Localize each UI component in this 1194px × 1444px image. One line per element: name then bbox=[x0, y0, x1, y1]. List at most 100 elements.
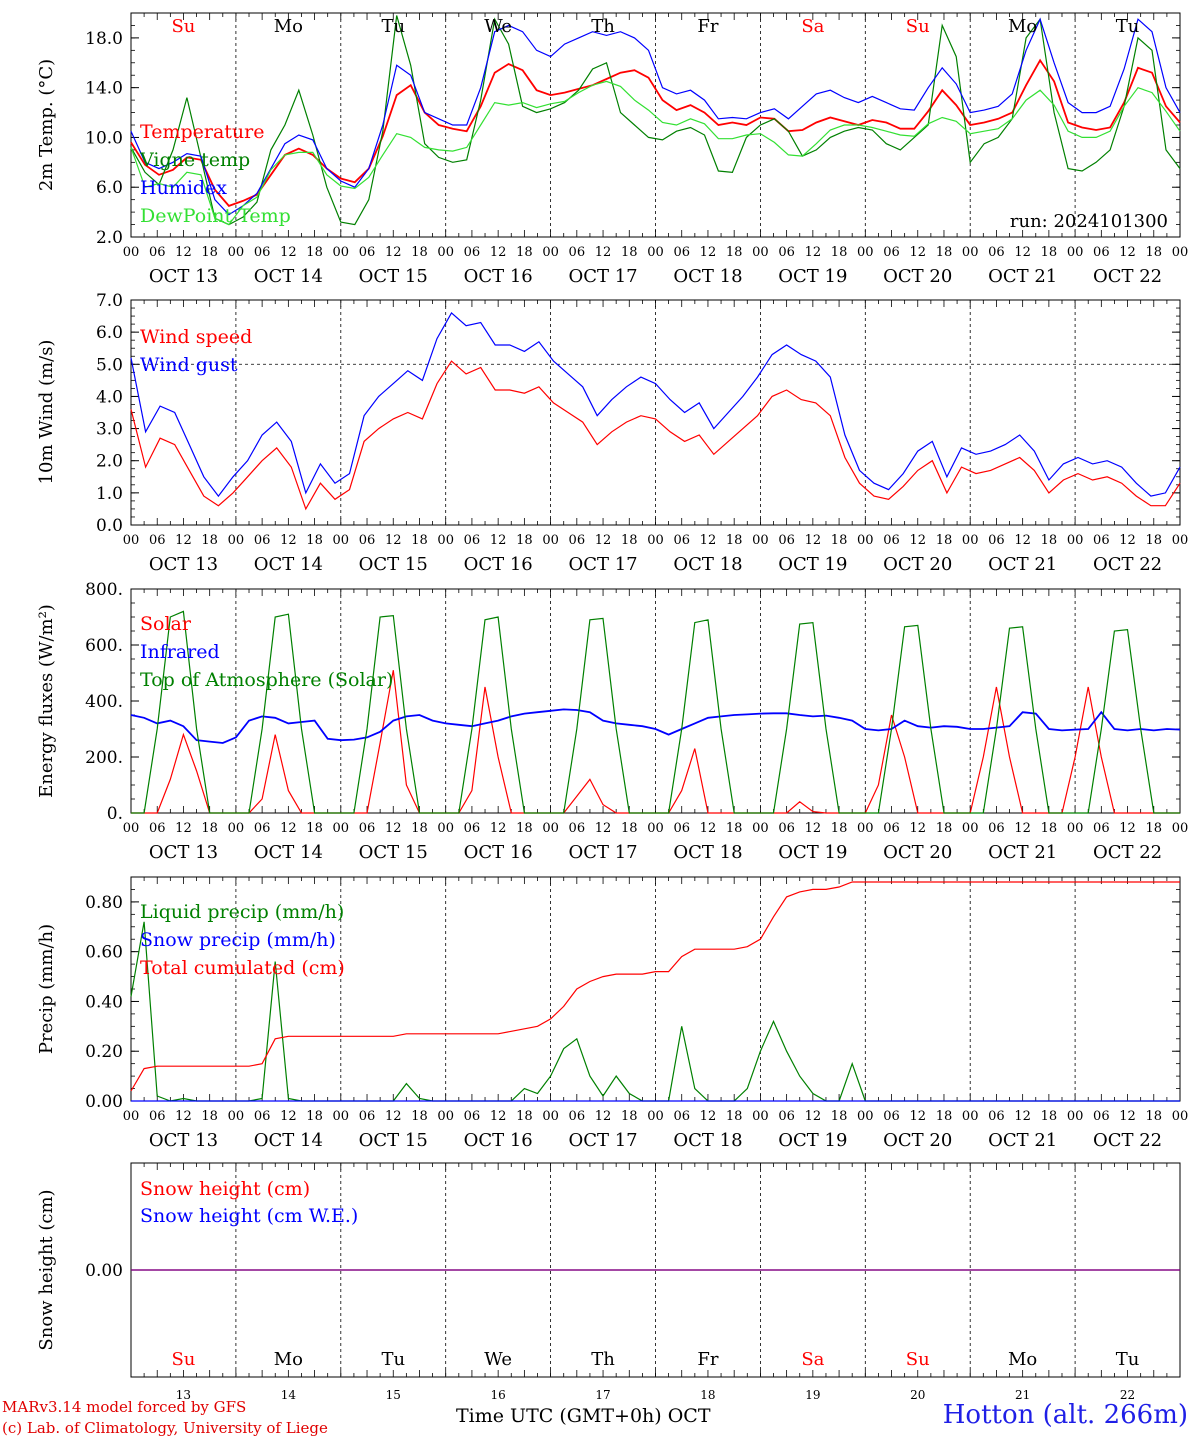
series-line-infrared bbox=[130, 708, 1181, 744]
y-tick-label: 0. bbox=[107, 804, 123, 824]
series-line-wind-speed bbox=[130, 360, 1181, 511]
y-tick-label: 200. bbox=[85, 748, 123, 768]
hour-tick-label: 18 bbox=[936, 245, 953, 260]
date-label: OCT 15 bbox=[359, 554, 428, 575]
hour-tick-label: 12 bbox=[909, 821, 926, 836]
hour-tick-label: 06 bbox=[359, 533, 376, 548]
hour-tick-label: 00 bbox=[123, 245, 140, 260]
day-label-bottom: Tu bbox=[381, 1349, 405, 1370]
hour-tick-label: 00 bbox=[647, 1109, 664, 1124]
legend-wind-speed: Wind speed bbox=[140, 326, 252, 348]
hour-tick-label: 12 bbox=[700, 821, 717, 836]
hour-tick-label: 00 bbox=[1067, 533, 1084, 548]
date-label: OCT 20 bbox=[883, 266, 952, 287]
hour-tick-label: 00 bbox=[962, 1109, 979, 1124]
date-label: OCT 18 bbox=[673, 266, 742, 287]
series-line-vigne-temp bbox=[130, 15, 1181, 226]
hour-tick-label: 00 bbox=[962, 245, 979, 260]
day-label-bottom: Mo bbox=[1008, 1349, 1037, 1370]
hour-tick-label: 00 bbox=[333, 533, 350, 548]
hour-tick-label: 18 bbox=[831, 821, 848, 836]
date-label: OCT 22 bbox=[1093, 842, 1162, 863]
hour-tick-label: 00 bbox=[228, 1109, 245, 1124]
y-tick-label: 0.40 bbox=[85, 992, 123, 1012]
hour-tick-label: 06 bbox=[569, 1109, 586, 1124]
date-label: OCT 20 bbox=[883, 1130, 952, 1151]
date-label: OCT 16 bbox=[464, 266, 533, 287]
hour-tick-label: 18 bbox=[1041, 1109, 1058, 1124]
hour-tick-label: 12 bbox=[1119, 821, 1136, 836]
hour-tick-label: 06 bbox=[254, 245, 271, 260]
day-label-top: We bbox=[484, 16, 512, 37]
hour-tick-label: 06 bbox=[569, 533, 586, 548]
y-tick-label: 1.0 bbox=[96, 484, 123, 504]
date-label: OCT 13 bbox=[149, 554, 218, 575]
hour-tick-label: 12 bbox=[490, 1109, 507, 1124]
hour-tick-label: 06 bbox=[149, 1109, 166, 1124]
hour-tick-label: 00 bbox=[333, 821, 350, 836]
date-label: OCT 21 bbox=[988, 1130, 1057, 1151]
hour-tick-label: 12 bbox=[805, 1109, 822, 1124]
time-axis-label: Time UTC (GMT+0h) OCT bbox=[456, 1405, 711, 1427]
hour-tick-label: 18 bbox=[1146, 1109, 1163, 1124]
hour-tick-label: 00 bbox=[333, 245, 350, 260]
hour-tick-label: 00 bbox=[857, 821, 874, 836]
date-label: OCT 19 bbox=[778, 1130, 847, 1151]
date-label: OCT 14 bbox=[254, 266, 323, 287]
hour-tick-label: 06 bbox=[359, 821, 376, 836]
hour-tick-label: 00 bbox=[123, 821, 140, 836]
hour-tick-label: 12 bbox=[280, 821, 297, 836]
date-label: OCT 19 bbox=[778, 266, 847, 287]
hour-tick-label: 12 bbox=[700, 245, 717, 260]
hour-tick-label: 18 bbox=[306, 1109, 323, 1124]
y-tick-label: 3.0 bbox=[96, 420, 123, 440]
hour-tick-label: 12 bbox=[595, 1109, 612, 1124]
hour-tick-label: 12 bbox=[1014, 1109, 1031, 1124]
hour-tick-label: 00 bbox=[228, 533, 245, 548]
hour-tick-label: 18 bbox=[621, 245, 638, 260]
day-label-top: Su bbox=[171, 16, 195, 37]
hour-tick-label: 00 bbox=[542, 533, 559, 548]
hour-tick-label: 12 bbox=[490, 245, 507, 260]
date-label: OCT 22 bbox=[1093, 266, 1162, 287]
hour-tick-label: 06 bbox=[149, 533, 166, 548]
hour-tick-label: 18 bbox=[1041, 245, 1058, 260]
hour-tick-label: 12 bbox=[280, 245, 297, 260]
hour-tick-label: 00 bbox=[962, 821, 979, 836]
hour-tick-label: 00 bbox=[647, 245, 664, 260]
hour-tick-label: 06 bbox=[149, 821, 166, 836]
series-line-humidex bbox=[130, 17, 1181, 216]
date-label: OCT 17 bbox=[568, 266, 637, 287]
hour-tick-label: 06 bbox=[673, 1109, 690, 1124]
date-label: OCT 22 bbox=[1093, 554, 1162, 575]
hour-tick-label: 12 bbox=[1014, 821, 1031, 836]
day-label-top: Tu bbox=[381, 16, 405, 37]
legend-snow-precip-mm-h-: Snow precip (mm/h) bbox=[140, 929, 336, 951]
y-tick-label: 0.80 bbox=[85, 893, 123, 913]
hour-tick-label: 00 bbox=[857, 245, 874, 260]
hour-tick-label: 18 bbox=[201, 533, 218, 548]
hour-tick-label: 06 bbox=[988, 533, 1005, 548]
hour-tick-label: 00 bbox=[1067, 821, 1084, 836]
hour-tick-label: 06 bbox=[673, 245, 690, 260]
y-tick-label: 10.0 bbox=[85, 128, 123, 148]
hour-tick-label: 06 bbox=[359, 245, 376, 260]
y-axis-label: 2m Temp. (°C) bbox=[36, 59, 57, 191]
day-label-bottom: Fr bbox=[697, 1349, 718, 1370]
date-label: OCT 19 bbox=[778, 842, 847, 863]
hour-tick-label: 06 bbox=[464, 533, 481, 548]
hour-tick-label: 18 bbox=[411, 533, 428, 548]
hour-tick-label: 00 bbox=[962, 533, 979, 548]
hour-tick-label: 18 bbox=[306, 245, 323, 260]
hour-tick-label: 00 bbox=[123, 1109, 140, 1124]
hour-tick-label: 06 bbox=[883, 245, 900, 260]
y-tick-label: 0.0 bbox=[96, 516, 123, 536]
day-number: 16 bbox=[491, 1388, 506, 1402]
hour-tick-label: 06 bbox=[254, 1109, 271, 1124]
legend-snow-height-cm-w-e-: Snow height (cm W.E.) bbox=[140, 1205, 358, 1227]
hour-tick-label: 06 bbox=[673, 533, 690, 548]
hour-tick-label: 06 bbox=[883, 533, 900, 548]
legend-solar: Solar bbox=[140, 613, 192, 635]
day-label-bottom: Mo bbox=[274, 1349, 303, 1370]
